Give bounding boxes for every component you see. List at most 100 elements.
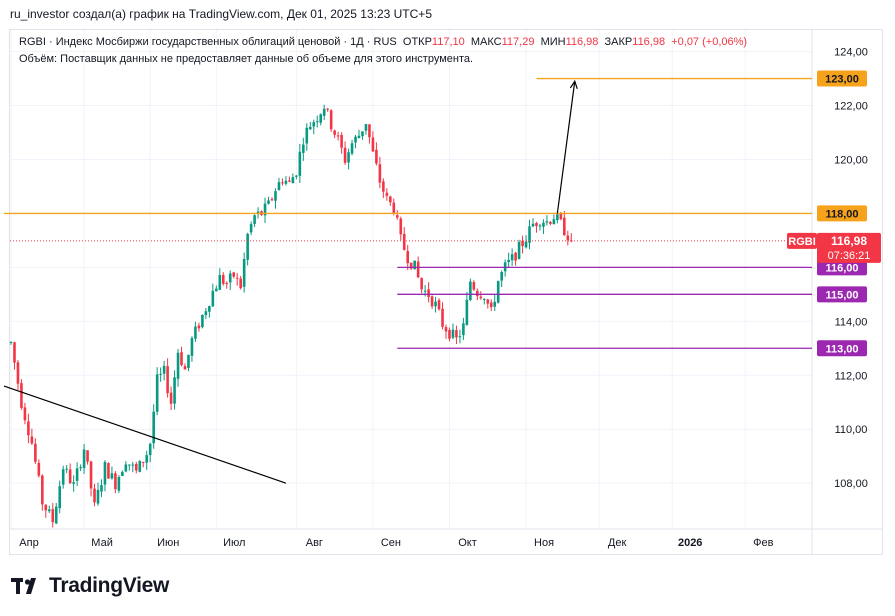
legend-interval[interactable]: 1Д <box>350 36 364 48</box>
candle-body <box>246 233 249 260</box>
candle-body <box>507 259 510 263</box>
candle-body <box>437 300 441 310</box>
candle-body <box>340 135 343 148</box>
candle-body <box>107 463 110 479</box>
candle-body <box>563 217 566 236</box>
candle-body <box>308 126 312 130</box>
candle-body <box>110 473 114 479</box>
x-tick-label: Апр <box>19 537 38 549</box>
x-tick-label: Окт <box>458 537 477 549</box>
legend-high-label: МАКС <box>470 36 502 48</box>
candle-body <box>476 290 479 297</box>
candle-body <box>86 450 89 462</box>
candle-body <box>354 136 357 143</box>
drawings <box>3 79 578 484</box>
candle-body <box>103 461 107 485</box>
candle-body <box>395 215 399 218</box>
candle-body <box>542 222 545 227</box>
candle-body <box>434 301 437 307</box>
candle-body <box>183 366 187 370</box>
candle-body <box>221 274 225 284</box>
candle-body <box>409 262 413 269</box>
level-badge <box>817 286 867 303</box>
candle-body <box>420 278 423 290</box>
candle-body <box>350 143 354 154</box>
legend-symbol[interactable]: RGBI <box>19 36 46 48</box>
symbol-legend: RGBI · Индекс Мосбиржи государственных о… <box>19 36 747 48</box>
candle-body <box>517 241 521 260</box>
candle-body <box>34 443 37 462</box>
candles <box>9 104 573 528</box>
candle-body <box>47 509 51 512</box>
trend-line[interactable] <box>3 385 287 484</box>
chart-frame <box>9 29 883 555</box>
last-price-label: 116,98 <box>831 234 867 248</box>
candle-body <box>382 181 385 192</box>
candle-body <box>305 127 309 144</box>
candle-body <box>166 366 169 394</box>
level-badge <box>817 340 867 357</box>
candle-body <box>347 152 350 163</box>
candle-body <box>329 110 333 130</box>
candle-body <box>451 329 455 338</box>
candle-body <box>430 296 434 307</box>
candle-body <box>521 241 524 247</box>
countdown-label: 07:36:21 <box>828 250 871 262</box>
tradingview-logo-text: TradingView <box>49 574 170 597</box>
candle-body <box>141 461 145 463</box>
candle-body <box>462 323 465 336</box>
forecast-arrow-line[interactable] <box>556 81 576 214</box>
candle-body <box>482 298 486 300</box>
candle-body <box>75 468 79 481</box>
candle-body <box>41 475 44 505</box>
candle-body <box>524 241 528 248</box>
level-badge-label: 123,00 <box>825 74 859 86</box>
candle-body <box>389 196 392 203</box>
candle-body <box>235 277 239 279</box>
candle-body <box>134 463 138 471</box>
x-tick-label: Сен <box>381 537 401 549</box>
candle-body <box>27 421 30 436</box>
candle-body <box>180 352 183 366</box>
legend-low-value: 116,98 <box>565 36 599 48</box>
level-badge-label: 116,00 <box>825 262 858 274</box>
candle-body <box>552 219 556 225</box>
chart-attribution: ru_investor создал(а) график на TradingV… <box>10 7 432 21</box>
candle-body <box>169 392 173 404</box>
legend-sep: · <box>45 36 56 48</box>
candle-body <box>242 259 246 287</box>
candle-body <box>441 308 444 327</box>
legend-description: Индекс Мосбиржи государственных облигаци… <box>55 36 341 48</box>
candle-body <box>528 226 531 243</box>
candle-body <box>284 180 288 184</box>
candle-body <box>201 314 204 328</box>
candle-body <box>486 299 490 304</box>
candle-body <box>152 411 155 444</box>
candle-body <box>208 306 211 312</box>
candle-body <box>58 486 62 509</box>
candle-body <box>357 135 361 138</box>
candle-body <box>489 302 493 308</box>
candle-body <box>368 124 371 138</box>
candle-body <box>51 509 55 523</box>
candle-body <box>131 464 135 466</box>
candle-body <box>145 455 149 463</box>
grid-lines <box>10 30 882 554</box>
tradingview-logo[interactable]: TradingView <box>11 574 169 598</box>
candle-body <box>72 482 75 484</box>
x-tick-label: Дек <box>608 537 627 549</box>
candle-body <box>79 467 82 469</box>
candle-body <box>211 290 215 307</box>
candle-body <box>190 338 194 356</box>
candle-body <box>96 489 100 504</box>
legend-close-label: ЗАКР <box>604 36 633 48</box>
level-badge-label: 115,00 <box>825 289 858 301</box>
legend-high-value: 117,29 <box>501 36 535 48</box>
candle-body <box>392 202 396 214</box>
candle-body <box>204 311 208 316</box>
y-tick-label: 114,00 <box>835 316 868 328</box>
candle-body <box>375 149 378 164</box>
candle-body <box>155 374 159 412</box>
candle-body <box>54 506 58 524</box>
